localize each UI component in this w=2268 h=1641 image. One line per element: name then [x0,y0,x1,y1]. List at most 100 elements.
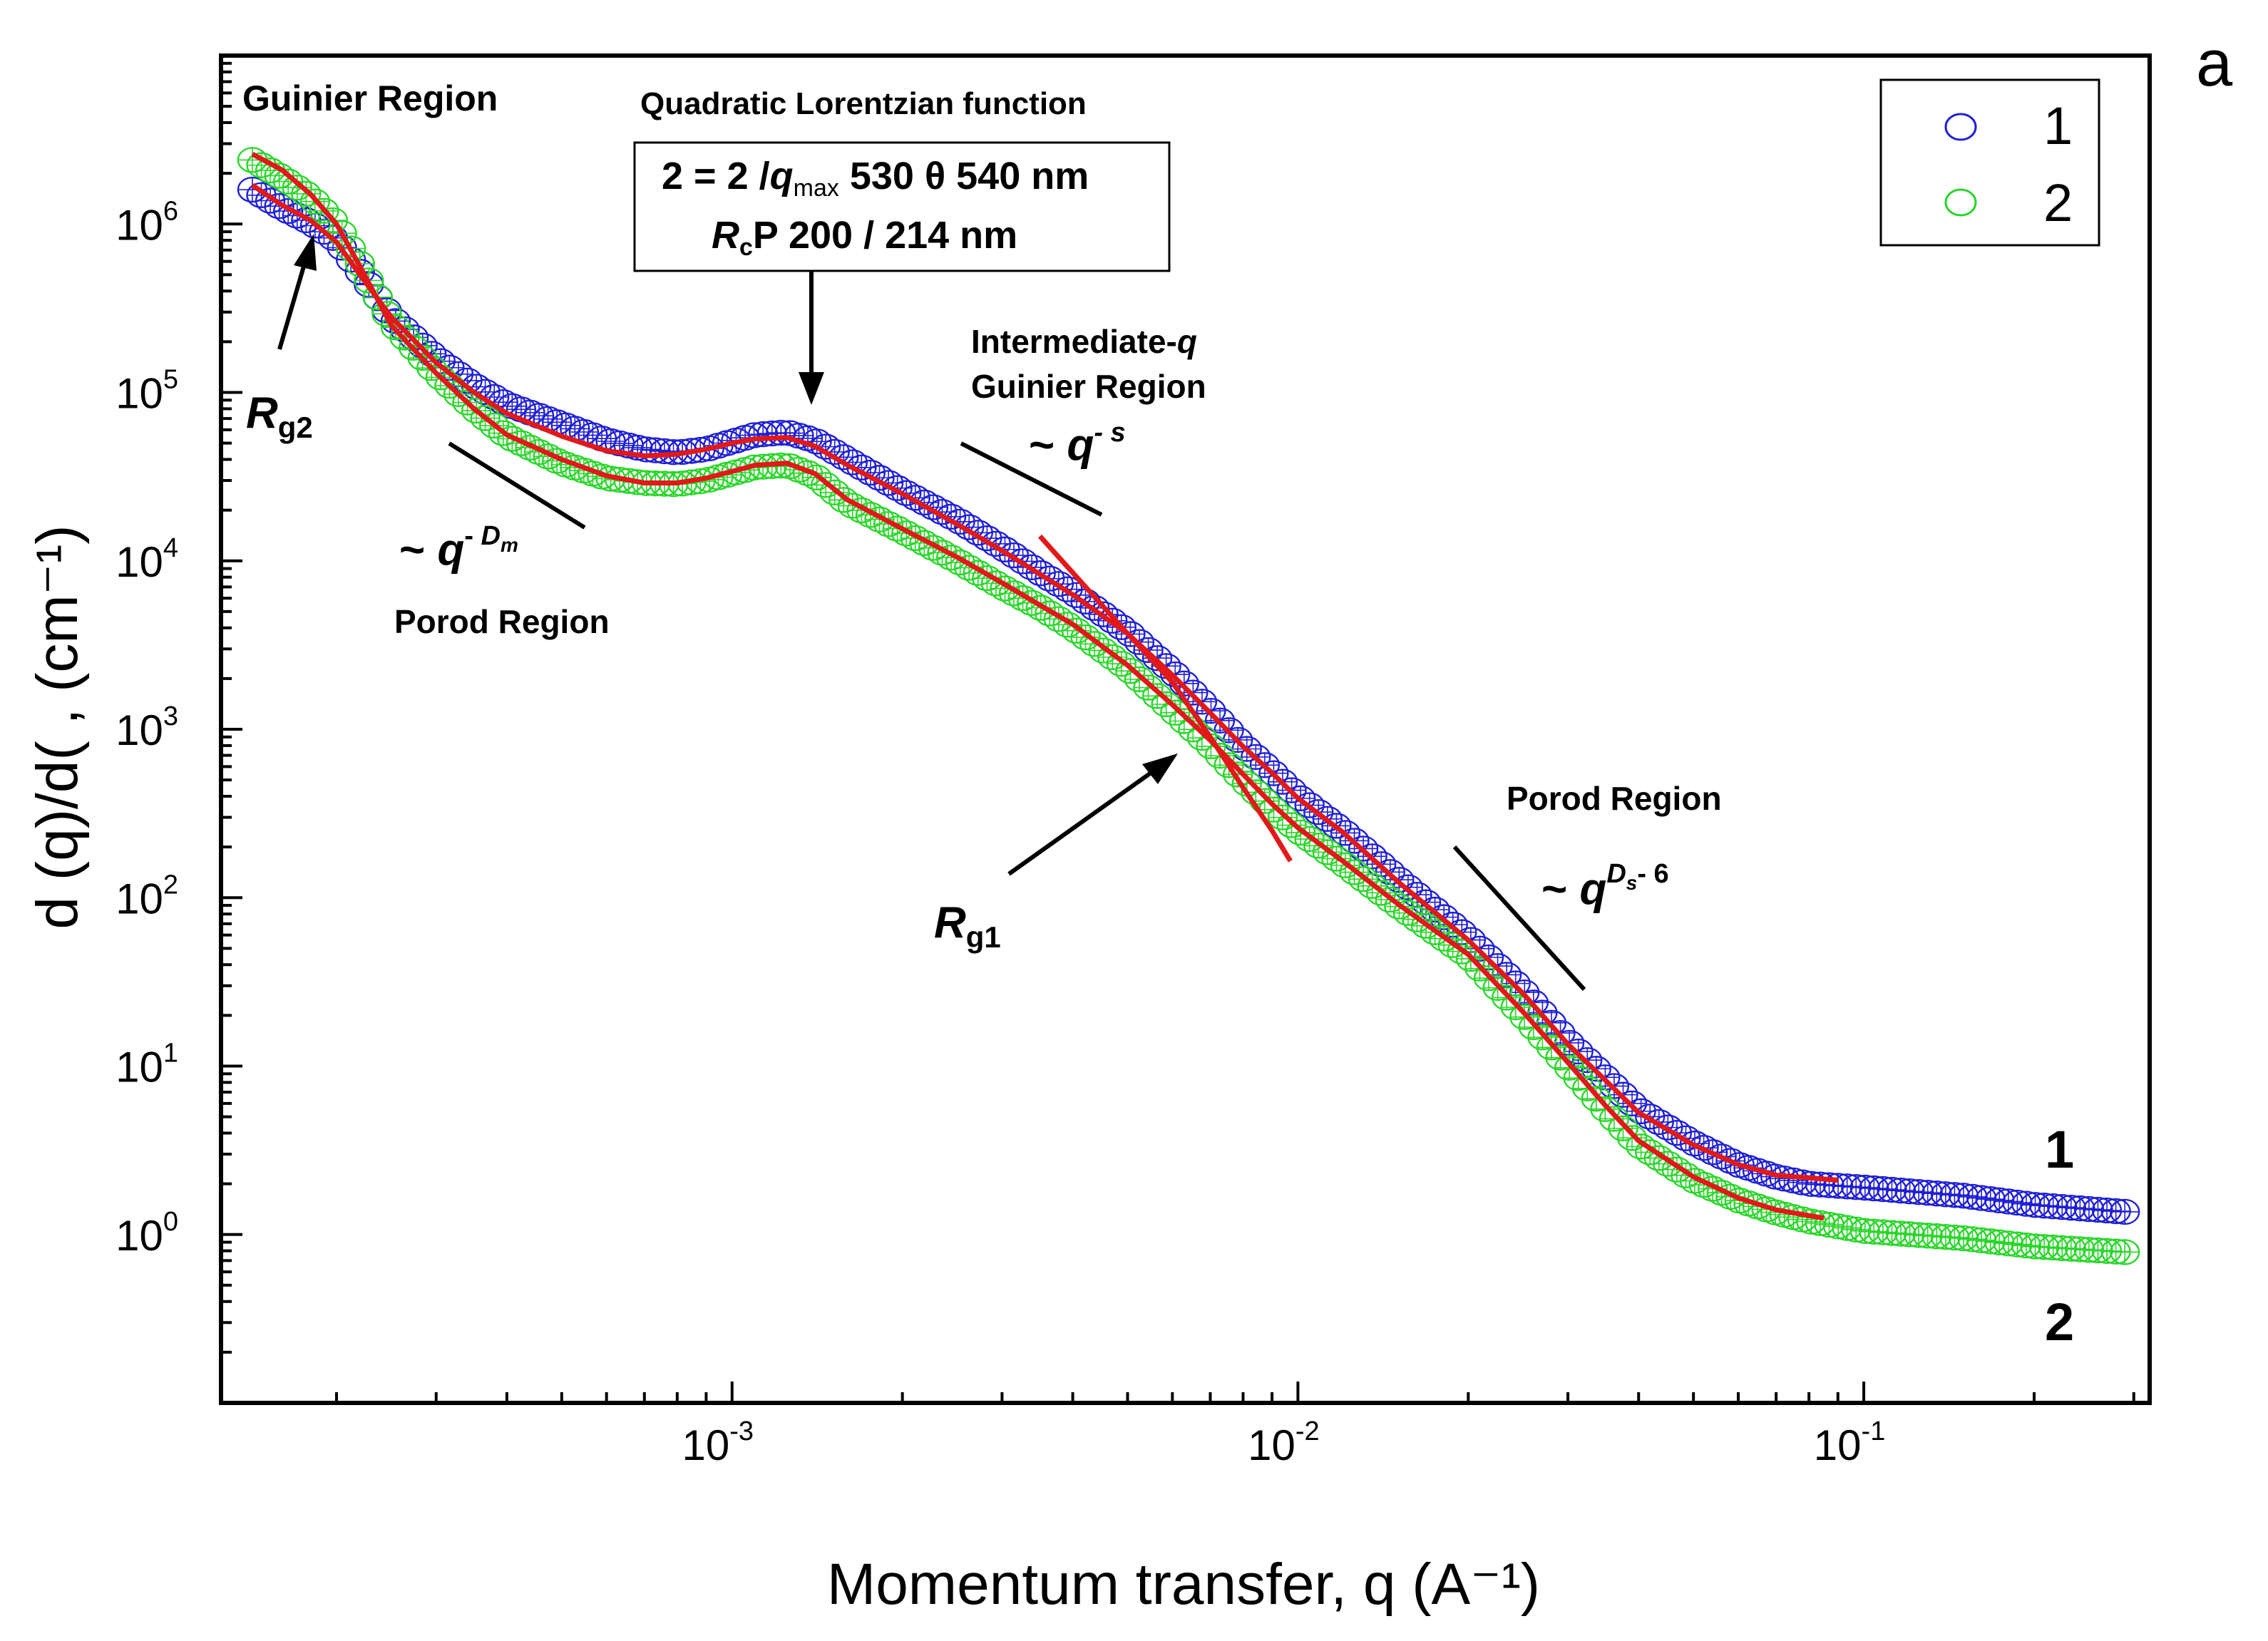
guinier-region-label: Guinier Region [242,78,498,118]
rg1-r: R [934,898,966,947]
rg1-arrow [1007,768,1156,876]
x-tick-label: 10-1 [1814,1416,1886,1469]
porod-high-slope-line [1452,845,1586,992]
porod-high-label: Porod Region [1507,780,1722,817]
box-line-1-q: q [770,155,794,197]
series-1-point [2109,1198,2140,1225]
series-2-point [523,438,555,465]
y-tick-label: 105 [116,365,178,418]
axis-ticks [221,61,2135,1404]
box-line-1: 2 = 2 /qmax 530 θ 540 nm [662,155,1089,202]
series-2-point [972,565,1002,592]
x-tick-label: 10-3 [682,1416,754,1469]
slope-low-q: q [437,525,464,575]
box-line-2-tail: P 200 / 214 nm [753,214,1017,257]
y-tick-label-base: 10 [116,706,163,754]
slope-low-gap: - [464,521,481,551]
slope-mid-q: q [1067,421,1094,470]
slope-mid-label: ~ q- s [1029,418,1126,470]
series-2-point [945,549,975,576]
slope-high-d: D [1606,859,1626,889]
y-tick-label-base: 10 [116,1044,163,1091]
arrow-heads [294,234,1178,784]
end-label-2: 2 [2045,1292,2074,1352]
intermediate-label-1: Intermediate-q [971,323,1197,360]
slope-high-label: ~ qDs- 6 [1541,859,1669,914]
x-tick-label: 10-2 [1248,1416,1320,1469]
box-line-2-r: R [712,214,739,257]
legend-label-2: 2 [2043,173,2073,232]
y-tick-label-exp: 0 [163,1207,178,1237]
intermediate-label-q: q [1177,323,1197,360]
x-tick-label-exp: -2 [1295,1416,1320,1446]
slope-mid-lead: ~ [1029,421,1067,470]
rg1-arrow-head [1142,753,1178,784]
series-2-point [1079,631,1110,657]
slope-mid-sup: - s [1094,418,1125,448]
y-axis-title: d (q)/d( , (cm⁻¹) [25,525,90,929]
slope-low-lead: ~ [399,525,437,575]
series-2-point [2109,1239,2140,1265]
intermediate-slope-line [960,441,1103,517]
rg1-sub: g1 [966,920,1001,954]
rg1-label: Rg1 [934,898,1001,954]
slope-high-lead: ~ [1541,865,1579,914]
y-tick-label-exp: 1 [163,1039,178,1069]
slope-high-q: q [1579,865,1606,914]
slope-low-label: ~ q- Dm [399,521,518,575]
legend-marker-1 [1944,113,1977,141]
lorentzian-box [633,141,1171,272]
legend-marker-2 [1944,188,1977,217]
y-tick-label-exp: 4 [163,533,178,563]
rg2-sub: g2 [278,411,313,444]
x-tick-label-base: 10 [1248,1421,1295,1469]
legend: 1 2 [1879,78,2100,247]
y-tick-label: 104 [116,533,178,586]
fit-curve [251,152,1825,1221]
x-tick-label-base: 10 [1814,1421,1862,1469]
y-tick-label-base: 10 [116,538,163,586]
box-line-2-rsub: c [739,234,753,261]
slope-high-tail: - 6 [1637,859,1668,889]
y-tick-label-base: 10 [116,875,163,922]
y-tick-label-exp: 5 [163,365,178,395]
series-1-markers [237,176,2140,1225]
quadratic-title: Quadratic Lorentzian function [640,86,1087,121]
x-tick-label-exp: -3 [729,1416,754,1446]
fit-curve [251,182,1839,1183]
y-tick-label: 100 [116,1207,178,1260]
rg2-r: R [246,389,278,438]
y-tick-label-base: 10 [116,370,163,418]
intermediate-label-2: Guinier Region [971,368,1206,405]
fit-curves [251,152,1839,1221]
quadratic-arrow-head [799,372,824,405]
porod-low-label: Porod Region [394,603,610,640]
x-tick-label-base: 10 [682,1421,729,1469]
end-label-1: 1 [2045,1120,2074,1179]
y-tick-label-exp: 3 [163,701,178,731]
box-line-1-tail: 530 θ 540 nm [839,155,1089,197]
y-tick-label-base: 10 [116,201,163,249]
y-tick-label: 102 [116,870,178,922]
intermediate-label-1-text: Intermediate- [971,323,1177,360]
legend-label-1: 1 [2043,96,2073,155]
slope-low-d: D [481,521,501,551]
slope-high-dsub: s [1626,872,1638,894]
series-2-point [1679,1168,1710,1194]
x-tick-label-exp: -1 [1862,1416,1886,1446]
series-2-point [935,544,967,571]
y-tick-label-exp: 6 [163,196,178,226]
slope-low-dsub: m [501,534,518,556]
x-axis-title: Momentum transfer, q (A⁻¹) [827,1552,1540,1617]
y-tick-label: 101 [116,1039,178,1091]
series-2-point [282,175,312,201]
box-line-1-qsub: max [794,175,839,202]
rg2-arrow [277,256,309,350]
y-tick-label-exp: 2 [163,870,178,900]
box-line-2: RcP 200 / 214 nm [712,214,1017,261]
panel-label: a [2196,27,2233,100]
rg2-arrow-head [294,234,317,271]
box-line-1-lead: 2 = 2 / [662,155,770,197]
